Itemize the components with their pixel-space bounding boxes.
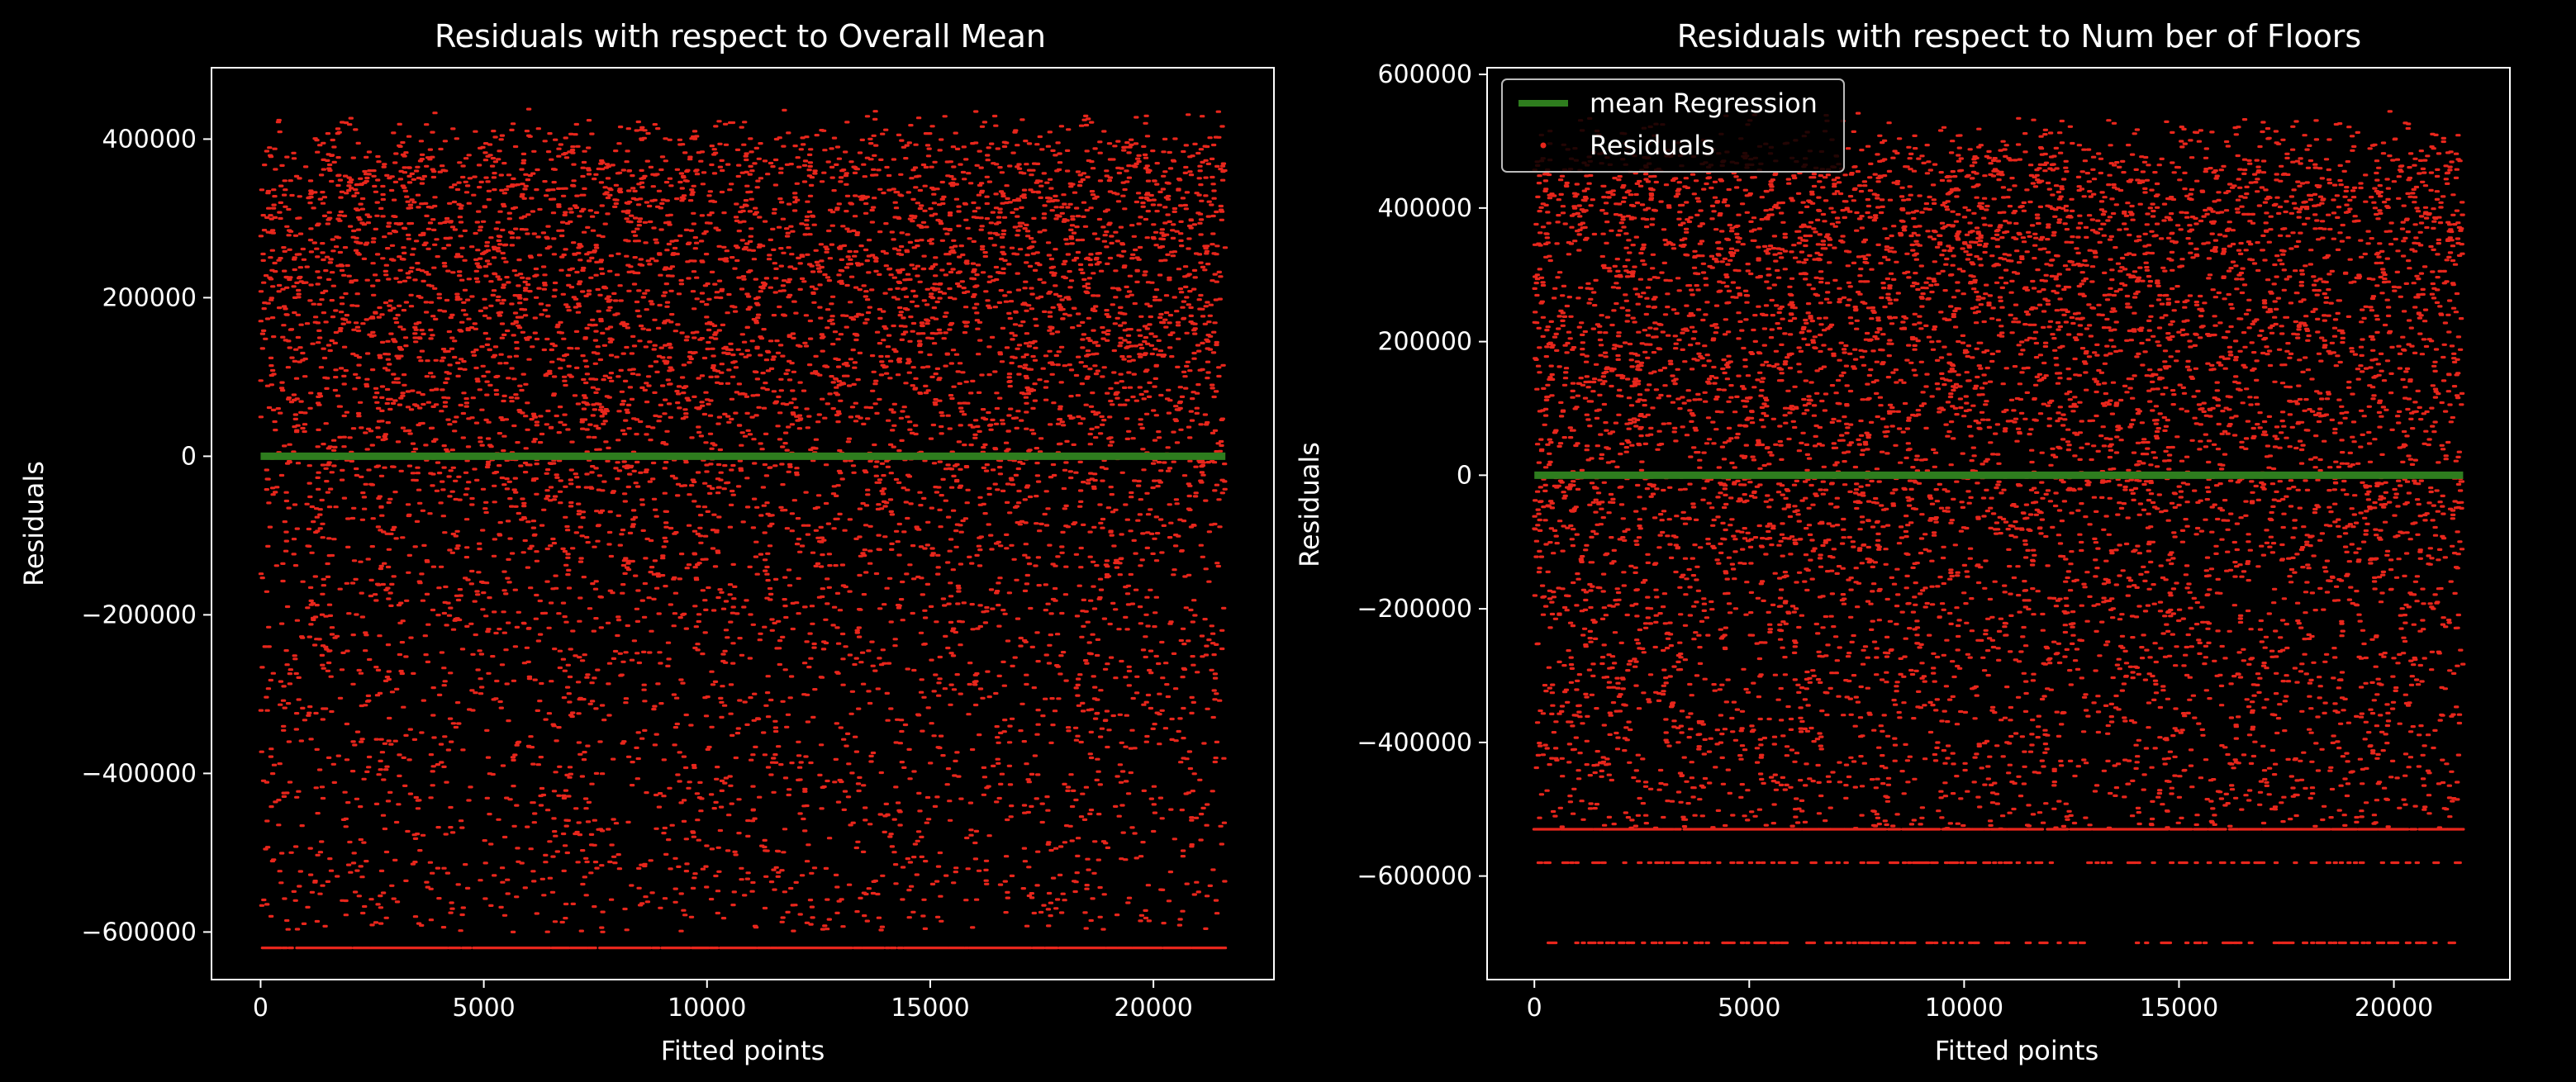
chart-left-x-tick-label: 5000 — [452, 994, 515, 1023]
chart-right-y-tick-label: 0 — [1457, 461, 1472, 490]
chart-left-y-tick-label: −200000 — [81, 600, 197, 629]
chart-left-y-axis-label: Residuals — [18, 461, 50, 586]
chart-right-x-tick-label: 20000 — [2355, 994, 2433, 1023]
chart-right-y-tick-label: 200000 — [1377, 328, 1472, 357]
chart-right-y-tick-label: −400000 — [1357, 728, 1472, 757]
chart-left-y-tick-label: 400000 — [102, 125, 197, 154]
chart-right-x-tick-label: 10000 — [1925, 994, 2003, 1023]
chart-right-y-tick-label: 400000 — [1377, 194, 1472, 223]
chart-right-title: Residuals with respect to Num ber of Flo… — [1677, 18, 2361, 55]
legend-box — [1501, 78, 1845, 173]
chart-left-residual-points — [258, 107, 1229, 950]
chart-right: Residuals with respect to Num ber of Flo… — [1294, 18, 2511, 1066]
chart-right-y-axis-label: Residuals — [1294, 442, 1325, 567]
chart-right-x-tick-label: 15000 — [2140, 994, 2218, 1023]
chart-left-y-tick-label: −600000 — [81, 918, 197, 947]
chart-left-residual-points-cloud — [258, 107, 1229, 950]
legend-residuals-swatch — [1540, 142, 1547, 149]
chart-right-y-tick-label: −600000 — [1357, 862, 1472, 891]
chart-left-x-tick-label: 20000 — [1114, 994, 1192, 1023]
chart-left: Residuals with respect to Overall Mean 0… — [18, 18, 1275, 1066]
chart-right-legend: mean Regression Residuals — [1501, 78, 1845, 173]
chart-left-x-tick-label: 0 — [253, 994, 269, 1023]
chart-right-y-tick-label: 600000 — [1377, 60, 1472, 89]
chart-left-title: Residuals with respect to Overall Mean — [435, 18, 1046, 55]
chart-left-y-tick-label: 200000 — [102, 283, 197, 312]
chart-right-x-axis: 0 5000 10000 15000 20000 — [1527, 980, 2433, 1023]
chart-left-x-tick-label: 15000 — [891, 994, 969, 1023]
chart-right-x-axis-label: Fitted points — [1935, 1035, 2099, 1066]
chart-left-x-tick-label: 10000 — [668, 994, 746, 1023]
legend-mean-regression-label: mean Regression — [1590, 88, 1818, 119]
chart-left-y-tick-label: −400000 — [81, 759, 197, 788]
chart-left-x-axis: 0 5000 10000 15000 20000 — [253, 980, 1193, 1023]
chart-right-x-tick-label: 5000 — [1718, 994, 1780, 1023]
chart-left-x-axis-label: Fitted points — [661, 1035, 825, 1066]
legend-residuals-label: Residuals — [1590, 130, 1715, 161]
chart-left-y-tick-label: 0 — [181, 442, 197, 471]
chart-right-plot-frame — [1486, 67, 2511, 980]
chart-right-y-tick-label: −200000 — [1357, 595, 1472, 624]
chart-right-y-axis: −600000 −400000 −200000 0 200000 400000 600000 — [1357, 60, 1487, 891]
chart-right-residual-points-cloud — [1532, 110, 2466, 945]
chart-left-plot-frame — [211, 67, 1275, 980]
chart-left-y-axis: −600000 −400000 −200000 0 200000 400000 — [81, 125, 211, 947]
chart-right-residual-points — [1532, 110, 2466, 945]
chart-right-x-tick-label: 0 — [1527, 994, 1542, 1023]
